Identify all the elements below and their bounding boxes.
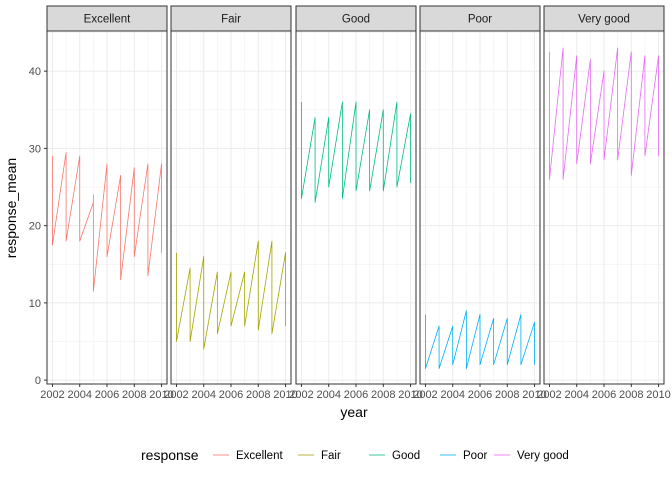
facet-strip-label: Excellent	[84, 14, 131, 26]
legend-label: Very good	[517, 450, 569, 462]
legend-label: Fair	[321, 450, 341, 462]
legend-title: response	[141, 447, 199, 463]
legend-item-very-good: Very good	[494, 450, 569, 462]
series-line-very-good	[549, 47, 659, 180]
x-tick-label: 2004	[316, 389, 340, 401]
series-line-good	[301, 101, 411, 203]
x-tick-label: 2002	[164, 389, 188, 401]
x-tick-label: 2006	[468, 389, 492, 401]
legend: response Excellent Fair Good Poor Very good	[141, 447, 569, 463]
x-tick-label: 2004	[191, 389, 215, 401]
y-tick-label: 30	[29, 143, 41, 155]
y-tick-label: 40	[29, 66, 41, 78]
facet-panel-excellent: Excellent 2002 2004 2006 2008 2010	[40, 5, 174, 401]
x-tick-label: 2008	[122, 389, 146, 401]
legend-item-poor: Poor	[440, 450, 487, 462]
facet-strip-label: Very good	[578, 14, 630, 26]
y-tick-label: 0	[35, 375, 41, 387]
x-tick-label: 2002	[40, 389, 64, 401]
x-tick-label: 2010	[398, 389, 422, 401]
legend-item-excellent: Excellent	[213, 450, 283, 462]
x-tick-label: 2008	[371, 389, 395, 401]
x-tick-label: 2010	[646, 389, 670, 401]
legend-label: Good	[392, 450, 420, 462]
y-axis: 0 10 20 30 40	[29, 66, 47, 387]
x-tick-label: 2002	[289, 389, 313, 401]
legend-item-good: Good	[369, 450, 420, 462]
x-tick-label: 2010	[522, 389, 546, 401]
facet-strip-label: Good	[342, 14, 370, 26]
x-tick-label: 2004	[67, 389, 91, 401]
x-tick-label: 2002	[537, 389, 561, 401]
x-axis-title: year	[340, 404, 368, 420]
facet-panel-fair: Fair 2002 2004 2006 2008 2010	[164, 5, 298, 401]
x-tick-label: 2008	[495, 389, 519, 401]
x-tick-label: 2010	[273, 389, 297, 401]
series-line-excellent	[52, 151, 162, 292]
facet-strip	[170, 5, 292, 32]
x-tick-label: 2006	[592, 389, 616, 401]
facet-panel-poor: Poor 2002 2004 2006 2008 2010	[413, 5, 547, 401]
y-tick-label: 10	[29, 298, 41, 310]
series-line-fair	[176, 240, 286, 350]
legend-label: Poor	[463, 450, 487, 462]
facet-strip	[419, 5, 541, 32]
x-tick-label: 2008	[619, 389, 643, 401]
legend-label: Excellent	[236, 450, 283, 462]
x-tick-label: 2002	[413, 389, 437, 401]
series-line-poor	[425, 310, 535, 369]
facet-strip	[295, 5, 417, 32]
facet-panel-good: Good 2002 2004 2006 2008 2010	[289, 5, 423, 401]
y-axis-title: response_mean	[3, 158, 19, 258]
legend-item-fair: Fair	[298, 450, 341, 462]
x-tick-label: 2008	[246, 389, 270, 401]
x-tick-label: 2006	[219, 389, 243, 401]
x-tick-label: 2004	[564, 389, 588, 401]
x-tick-label: 2006	[95, 389, 119, 401]
x-tick-label: 2010	[149, 389, 173, 401]
x-tick-label: 2006	[344, 389, 368, 401]
y-tick-label: 20	[29, 221, 41, 233]
facet-strip	[46, 5, 168, 32]
facet-strip-label: Fair	[221, 14, 241, 26]
facet-panel-very-good: Very good 2002 2004 2006 2008 2010	[537, 5, 671, 401]
facet-strip-label: Poor	[468, 14, 492, 26]
x-tick-label: 2004	[440, 389, 464, 401]
